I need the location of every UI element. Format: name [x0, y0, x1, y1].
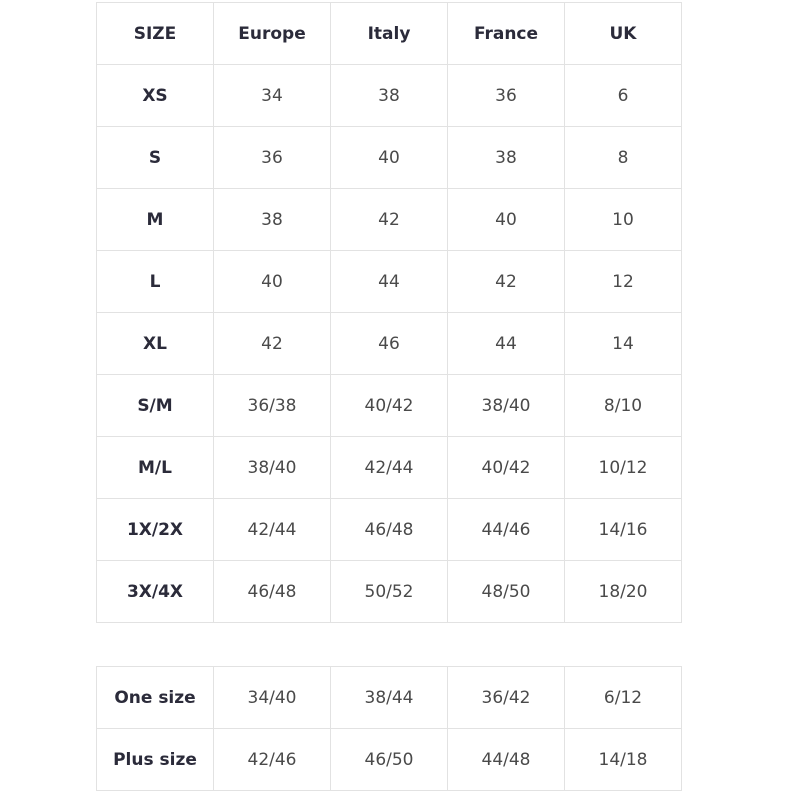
table-row: 1X/2X 42/44 46/48 44/46 14/16: [96, 498, 682, 561]
column-header: France: [447, 2, 565, 65]
special-size-table: One size 34/40 38/44 36/42 6/12 Plus size 42/4…: [96, 666, 682, 791]
table-row: One size 34/40 38/44 36/42 6/12: [96, 666, 682, 729]
size-value-cell: 44: [330, 250, 448, 313]
table-row: Plus size 42/46 46/50 44/48 14/18: [96, 728, 682, 791]
size-value-cell: 42/44: [330, 436, 448, 499]
size-value-cell: 38/40: [447, 374, 565, 437]
size-label-cell: S/M: [96, 374, 214, 437]
size-value-cell: 44: [447, 312, 565, 375]
table-row: XS 34 38 36 6: [96, 64, 682, 127]
size-value-cell: 40: [447, 188, 565, 251]
table-row: S/M 36/38 40/42 38/40 8/10: [96, 374, 682, 437]
size-chart-table: SIZE Europe Italy France UK XS 34 38 36 6 S 36 40 38 8…: [96, 2, 682, 623]
size-value-cell: 6: [564, 64, 682, 127]
column-header: UK: [564, 2, 682, 65]
size-value-cell: 44/48: [447, 728, 565, 791]
size-value-cell: 12: [564, 250, 682, 313]
size-value-cell: 38/40: [213, 436, 331, 499]
size-value-cell: 40/42: [447, 436, 565, 499]
size-value-cell: 40: [330, 126, 448, 189]
size-label-cell: XS: [96, 64, 214, 127]
size-label-cell: S: [96, 126, 214, 189]
size-value-cell: 36/42: [447, 666, 565, 729]
column-header: Europe: [213, 2, 331, 65]
size-value-cell: 48/50: [447, 560, 565, 623]
size-value-cell: 8/10: [564, 374, 682, 437]
table-row: XL 42 46 44 14: [96, 312, 682, 375]
size-value-cell: 38: [213, 188, 331, 251]
size-value-cell: 38/44: [330, 666, 448, 729]
column-header: SIZE: [96, 2, 214, 65]
size-value-cell: 38: [330, 64, 448, 127]
table-row: L 40 44 42 12: [96, 250, 682, 313]
size-label-cell: 1X/2X: [96, 498, 214, 561]
size-value-cell: 42/44: [213, 498, 331, 561]
table-row: M/L 38/40 42/44 40/42 10/12: [96, 436, 682, 499]
size-value-cell: 34/40: [213, 666, 331, 729]
size-value-cell: 46: [330, 312, 448, 375]
size-value-cell: 14/18: [564, 728, 682, 791]
size-label-cell: XL: [96, 312, 214, 375]
column-header: Italy: [330, 2, 448, 65]
size-label-cell: 3X/4X: [96, 560, 214, 623]
size-label-cell: One size: [96, 666, 214, 729]
size-value-cell: 36: [213, 126, 331, 189]
size-value-cell: 34: [213, 64, 331, 127]
size-value-cell: 10/12: [564, 436, 682, 499]
size-value-cell: 46/48: [213, 560, 331, 623]
size-value-cell: 36/38: [213, 374, 331, 437]
size-value-cell: 42: [213, 312, 331, 375]
size-value-cell: 14/16: [564, 498, 682, 561]
header-row: SIZE Europe Italy France UK: [96, 2, 682, 65]
size-value-cell: 36: [447, 64, 565, 127]
size-value-cell: 46/48: [330, 498, 448, 561]
size-value-cell: 44/46: [447, 498, 565, 561]
size-label-cell: L: [96, 250, 214, 313]
size-value-cell: 46/50: [330, 728, 448, 791]
table-row: S 36 40 38 8: [96, 126, 682, 189]
size-label-cell: M: [96, 188, 214, 251]
size-value-cell: 42: [330, 188, 448, 251]
table-row: 3X/4X 46/48 50/52 48/50 18/20: [96, 560, 682, 623]
size-value-cell: 50/52: [330, 560, 448, 623]
size-value-cell: 6/12: [564, 666, 682, 729]
table-row: M 38 42 40 10: [96, 188, 682, 251]
size-value-cell: 40/42: [330, 374, 448, 437]
size-label-cell: M/L: [96, 436, 214, 499]
size-value-cell: 42: [447, 250, 565, 313]
size-label-cell: Plus size: [96, 728, 214, 791]
size-value-cell: 8: [564, 126, 682, 189]
size-value-cell: 14: [564, 312, 682, 375]
size-value-cell: 42/46: [213, 728, 331, 791]
size-value-cell: 10: [564, 188, 682, 251]
size-value-cell: 18/20: [564, 560, 682, 623]
size-value-cell: 38: [447, 126, 565, 189]
size-value-cell: 40: [213, 250, 331, 313]
